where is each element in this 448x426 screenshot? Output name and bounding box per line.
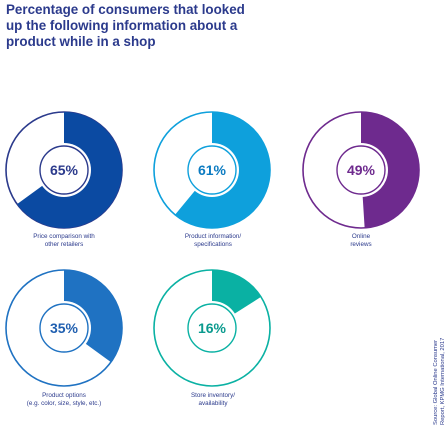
caption-line: reviews [350,241,372,248]
caption-line: Product options [42,392,86,399]
donut-hole [185,143,239,197]
chart-title-line-3: product while in a shop [6,34,156,49]
value-label: 61% [198,162,227,178]
caption-store-inventory: Store inventory/ availability [153,392,273,408]
caption-line: Product information/ [184,233,242,240]
caption-line: (e.g. color, size, style, etc.) [26,400,102,407]
source-line-2: Report, KPMG International, 2017 [440,337,446,425]
caption-product-information: Product information/ specifications [153,233,273,249]
caption-line: availability [198,400,228,407]
caption-line: Online [351,233,371,240]
chart-title-line-2: up the following information about a [6,18,238,33]
chart-title-line-1: Percentage of consumers that looked [6,2,245,17]
donut-hole [37,143,91,197]
donut-product-information: 61% [153,111,271,229]
donut-hole [37,301,91,355]
donut-center-ring [336,145,386,195]
donut-hole [334,143,388,197]
caption-line: specifications [194,241,232,248]
value-label: 65% [50,162,79,178]
source-line-1: Source: Global Online Consumer [433,339,439,425]
value-label: 16% [198,320,227,336]
donut-center-ring [187,303,237,353]
caption-line: Store inventory/ [190,392,236,399]
donut-price-comparison: 65% [5,111,123,229]
donut-product-options: 35% [5,269,123,387]
donut-center-ring [39,303,89,353]
donut-center-ring [187,145,237,195]
caption-line: Price comparison with [33,233,95,240]
value-label: 35% [50,320,79,336]
caption-price-comparison: Price comparison with other retailers [4,233,124,249]
donut-center-ring [39,145,89,195]
chart-title: Percentage of consumers that looked up t… [6,2,286,50]
caption-line: other retailers [44,241,84,248]
caption-product-options: Product options (e.g. color, size, style… [4,392,124,408]
value-label: 49% [347,162,376,178]
donut-hole [185,301,239,355]
donut-store-inventory: 16% [153,269,271,387]
caption-online-reviews: Online reviews [301,233,421,249]
donut-slice [361,111,420,228]
donut-slice [64,270,122,363]
donut-online-reviews: 49% [302,111,420,229]
